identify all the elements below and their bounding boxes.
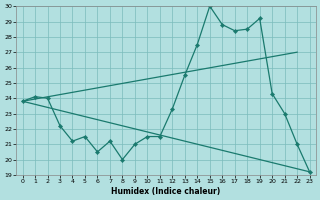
- X-axis label: Humidex (Indice chaleur): Humidex (Indice chaleur): [111, 187, 221, 196]
